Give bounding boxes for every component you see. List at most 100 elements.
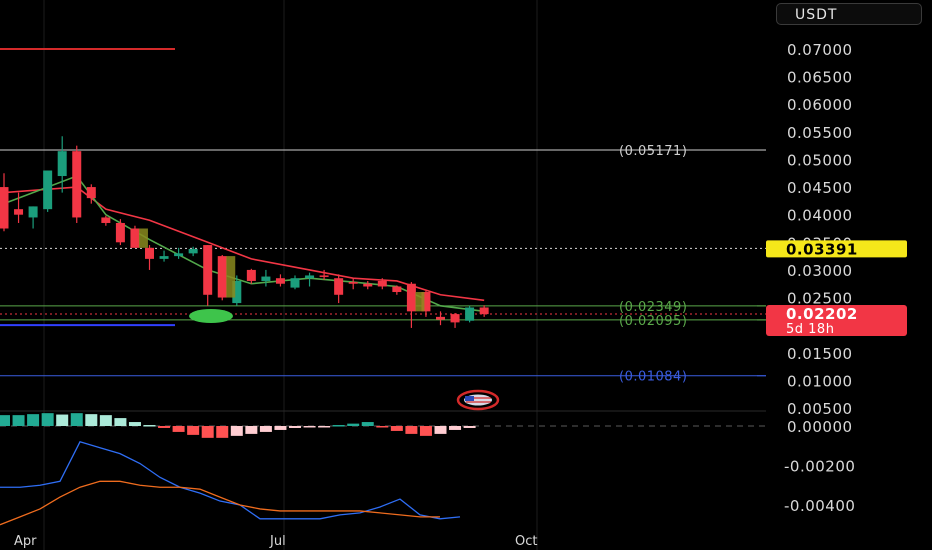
signal-line xyxy=(0,480,440,526)
macd-histogram-bar xyxy=(245,426,258,434)
macd-histogram-bar xyxy=(289,426,301,428)
level-label: (0.05171) xyxy=(619,144,687,159)
macd-tick-label: -0.00400 xyxy=(784,497,855,515)
candle-body[interactable] xyxy=(72,151,82,218)
level-label: (0.01084) xyxy=(619,370,687,385)
alert-price-badge xyxy=(766,240,907,258)
macd-histogram-bar xyxy=(114,418,127,426)
macd-histogram-bar xyxy=(56,414,69,426)
candle-body[interactable] xyxy=(377,280,387,287)
candle-body[interactable] xyxy=(261,276,271,281)
macd-histogram-bar xyxy=(318,426,331,428)
candle-body[interactable] xyxy=(43,170,53,210)
currency-selector-button[interactable]: USDT xyxy=(776,3,922,25)
current-price-text: 0.02202 xyxy=(786,305,858,323)
price-tick-label: 0.05500 xyxy=(787,124,853,142)
candle-body[interactable] xyxy=(57,151,67,177)
macd-histogram-bar xyxy=(0,415,10,426)
candle-body[interactable] xyxy=(130,228,140,248)
price-tick-label: 0.06500 xyxy=(787,69,853,87)
candle-body[interactable] xyxy=(392,286,402,293)
candle-body[interactable] xyxy=(465,307,475,321)
candle-body[interactable] xyxy=(188,248,198,254)
macd-line xyxy=(0,441,461,520)
macd-histogram-bar xyxy=(376,426,389,428)
macd-histogram-bar xyxy=(12,415,25,426)
macd-tick-label: 0.00000 xyxy=(787,418,853,436)
macd-histogram-bar xyxy=(27,414,40,426)
candle-body[interactable] xyxy=(305,275,315,279)
price-tick-label: 0.00500 xyxy=(787,400,853,418)
macd-histogram-bar xyxy=(143,425,156,427)
alert-price-text: 0.03391 xyxy=(786,240,858,258)
candle-body[interactable] xyxy=(246,269,256,281)
price-tick-label: 0.07000 xyxy=(787,41,853,59)
candle-body[interactable] xyxy=(203,245,213,295)
candle-body[interactable] xyxy=(0,187,9,229)
macd-histogram-bar xyxy=(274,426,287,430)
price-tick-label: 0.05000 xyxy=(787,151,853,169)
us-flag-icon[interactable] xyxy=(456,389,500,411)
price-tick-label: 0.03000 xyxy=(787,262,853,280)
candle-body[interactable] xyxy=(348,282,358,284)
macd-histogram-bar xyxy=(99,415,112,426)
candle-body[interactable] xyxy=(86,187,96,199)
macd-histogram-bar xyxy=(347,423,360,426)
price-tick-label: 0.01500 xyxy=(787,345,853,363)
candle-body[interactable] xyxy=(479,307,489,315)
macd-histogram-bar xyxy=(434,426,447,434)
candle-highlight xyxy=(226,256,236,298)
price-tick-label: 0.04500 xyxy=(787,179,853,197)
current-price-badge xyxy=(766,304,907,336)
macd-histogram-bar xyxy=(201,426,214,438)
level-label: (0.02349) xyxy=(619,300,687,315)
macd-histogram-bar xyxy=(70,413,83,426)
candle-body[interactable] xyxy=(363,283,373,287)
macd-histogram-bar xyxy=(449,426,462,430)
macd-histogram-bar xyxy=(216,426,229,438)
candle-highlight xyxy=(415,292,425,312)
candle-body[interactable] xyxy=(232,280,242,304)
macd-histogram-bar xyxy=(128,422,141,426)
candle-body[interactable] xyxy=(436,316,445,320)
price-tick-label: 0.04000 xyxy=(787,207,853,225)
macd-histogram-bar xyxy=(361,422,374,426)
price-tick-label: 0.01000 xyxy=(787,372,853,390)
macd-histogram-bar xyxy=(463,426,476,428)
candle-body[interactable] xyxy=(290,278,300,288)
macd-histogram-bar xyxy=(172,426,185,432)
macd-histogram-bar xyxy=(405,426,418,434)
candle-highlight xyxy=(138,228,148,248)
candle-body[interactable] xyxy=(406,283,416,312)
candle-body[interactable] xyxy=(115,222,125,243)
time-axis-label: Apr xyxy=(14,534,37,549)
candle-body[interactable] xyxy=(217,256,227,298)
candle-body[interactable] xyxy=(334,278,344,295)
candle-body[interactable] xyxy=(145,247,154,259)
candle-body[interactable] xyxy=(174,253,184,257)
macd-histogram-bar xyxy=(332,425,345,427)
macd-histogram-bar xyxy=(187,426,200,435)
countdown-text: 5d 18h xyxy=(786,322,834,337)
candle-body[interactable] xyxy=(101,217,111,223)
candle-body[interactable] xyxy=(159,256,169,259)
macd-histogram-bar xyxy=(303,426,316,428)
macd-histogram-bar xyxy=(230,426,243,436)
candle-body[interactable] xyxy=(14,209,24,215)
macd-histogram-bar xyxy=(158,426,171,428)
macd-histogram-bar xyxy=(390,426,403,431)
candle-body[interactable] xyxy=(28,206,38,218)
low-highlight-marker xyxy=(189,309,233,323)
macd-histogram-bar xyxy=(259,426,272,432)
macd-tick-label: -0.00200 xyxy=(784,458,855,476)
price-axis-bg xyxy=(766,0,932,550)
price-tick-label: 0.02500 xyxy=(787,290,853,308)
time-axis-label: Oct xyxy=(515,534,537,549)
candle-body[interactable] xyxy=(421,292,431,312)
candle-body[interactable] xyxy=(450,314,460,323)
level-label: (0.02095) xyxy=(619,314,687,329)
candle-body[interactable] xyxy=(319,275,329,277)
candle-body[interactable] xyxy=(275,278,285,284)
